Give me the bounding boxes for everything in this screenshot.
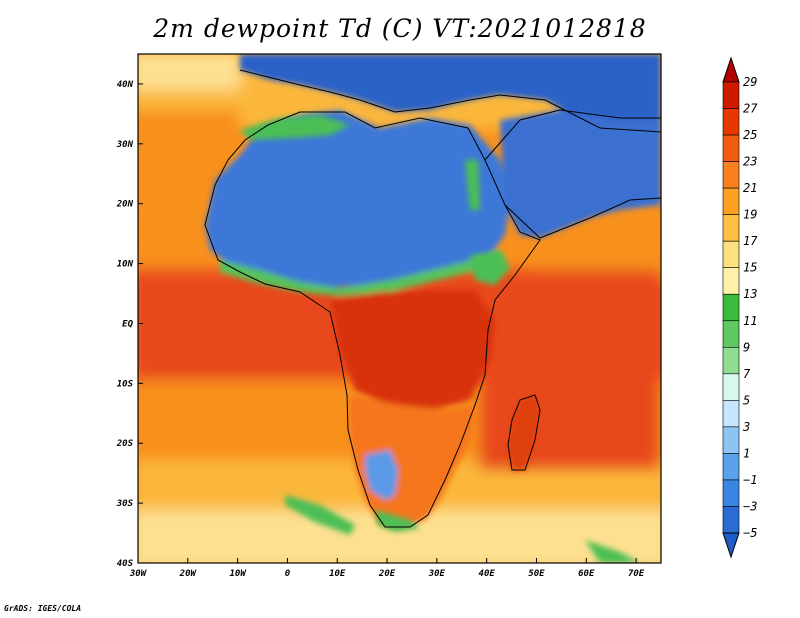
lat-tick-label: 20N: [116, 200, 134, 210]
green-patch-southern-ocean: [585, 540, 640, 563]
colorbar-segment: [722, 161, 740, 189]
lon-tick-label: 70E: [628, 569, 645, 579]
colorbar-label: 17: [743, 234, 758, 248]
lon-tick-label: 10W: [229, 569, 247, 579]
land-central-africa: [330, 290, 495, 410]
lon-tick-label: 30W: [129, 569, 148, 579]
land-madagascar: [508, 395, 540, 470]
colorbar-label: 27: [743, 102, 758, 116]
green-patch-nile: [465, 160, 480, 210]
colorbar-segment: [722, 506, 740, 534]
colorbar-segment: [722, 453, 740, 481]
ocean-east-tropical: [480, 270, 660, 470]
green-patch-east-africa: [470, 252, 510, 285]
lat-tick-label: 40N: [117, 80, 134, 90]
colorbar-label: 21: [743, 181, 757, 195]
lon-tick-label: 20E: [378, 569, 396, 579]
colorbar-segment: [722, 214, 740, 242]
colorbar: 29 27 25 23 21 19 17 15 13 11 9 7 5 3 1 −1 −3 −5: [722, 56, 758, 559]
colorbar-segment: [722, 426, 740, 454]
colorbar-label: 1: [743, 446, 750, 460]
colorbar-label: 25: [743, 128, 757, 142]
grads-credit: GrADS: IGES/COLA: [4, 604, 82, 613]
lat-tick-label: 20S: [116, 439, 134, 449]
colorbar-bottom-arrow: [722, 532, 740, 559]
colorbar-segment: [722, 293, 740, 322]
lon-tick-label: 20W: [179, 569, 198, 579]
colorbar-label: 5: [743, 393, 750, 407]
colorbar-label: −3: [743, 499, 757, 513]
lat-tick-label: 10N: [117, 260, 134, 270]
ocean-north-cool: [138, 54, 240, 90]
coastline-madagascar: [507, 394, 541, 471]
colorbar-label: 3: [742, 420, 750, 434]
lat-tick-label: 30S: [116, 499, 134, 509]
lon-tick-label: 0: [285, 569, 291, 579]
colorbar-segment: [722, 346, 740, 375]
colorbar-segment: [722, 479, 740, 507]
lat-tick-label: 40S: [117, 559, 134, 569]
plot-frame: [137, 53, 662, 564]
colorbar-label: 13: [743, 287, 757, 301]
colorbar-top-arrow: [722, 56, 740, 83]
coastline-arabia: [484, 109, 661, 239]
colorbar-segment: [722, 267, 740, 295]
colorbar-segment: [722, 400, 740, 428]
map-title: 2m dewpoint Td (C) VT:2021012818: [153, 14, 647, 43]
green-patch-south-atlantic: [285, 495, 355, 535]
colorbar-label: 19: [743, 208, 757, 222]
land-kalahari: [365, 450, 398, 500]
lon-tick-label: 60E: [578, 569, 595, 579]
land-mediterranean-europe: [240, 54, 661, 135]
lat-tick-label: 30N: [116, 140, 134, 150]
coastline-europe: [239, 69, 661, 133]
colorbar-label: −1: [743, 473, 757, 487]
lon-tick-label: 10E: [329, 569, 346, 579]
lon-tick-label: 30E: [428, 569, 446, 579]
colorbar-segment: [722, 134, 740, 162]
colorbar-segment: [722, 240, 740, 269]
colorbar-label: 7: [743, 367, 751, 381]
colorbar-label: 15: [743, 261, 757, 275]
land-sahel-band: [220, 250, 505, 296]
colorbar-segment: [722, 108, 740, 136]
colorbar-segment: [722, 187, 740, 215]
lat-tick-group: 40N 30N 20N 10N EQ 10S 20S 30S 40S: [116, 80, 143, 569]
colorbar-label: 23: [743, 155, 757, 169]
colorbar-segment: [722, 320, 740, 348]
plot-area: [138, 54, 661, 563]
colorbar-label: 29: [743, 75, 757, 89]
colorbar-segment: [722, 373, 740, 401]
green-patch-maghreb: [240, 115, 350, 140]
lon-tick-group: 30W 20W 10W 0 10E 20E 30E 40E 50E 60E 70E: [129, 558, 645, 579]
lon-tick-label: 40E: [479, 569, 496, 579]
coastline-africa: [204, 111, 541, 528]
lat-tick-label: 10S: [117, 379, 134, 389]
colorbar-label: 9: [743, 340, 750, 354]
colorbar-label: 11: [743, 314, 757, 328]
land-sahara: [205, 110, 510, 288]
colorbar-label: −5: [743, 526, 757, 540]
lat-tick-label: EQ: [122, 319, 133, 329]
lon-tick-label: 50E: [528, 569, 545, 579]
colorbar-segment: [722, 81, 740, 109]
land-arabia: [500, 110, 661, 238]
